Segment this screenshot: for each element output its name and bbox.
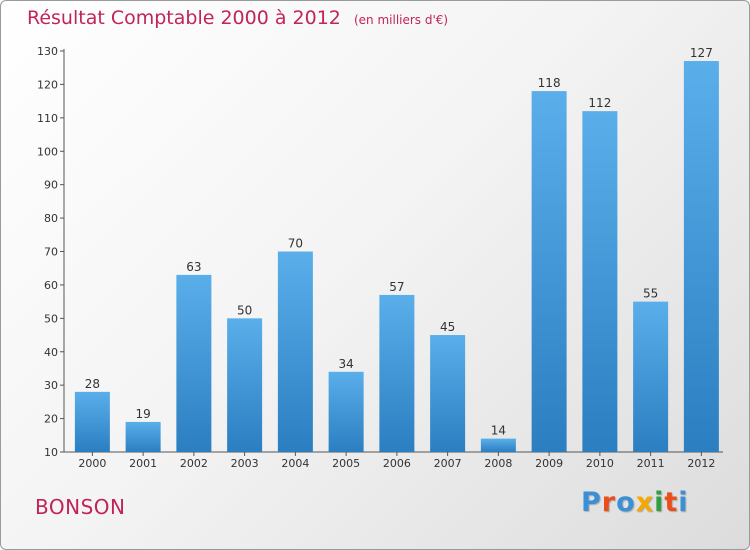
bar-2000[interactable] [74,391,110,452]
y-tick-label: 20 [44,413,58,426]
x-tick-label: 2010 [586,457,614,470]
bar-2005[interactable] [328,371,364,452]
value-label-2007: 45 [440,320,455,334]
bar-2010[interactable] [582,111,618,453]
bar-2001[interactable] [125,421,161,452]
proxiti-logo[interactable]: Proxiti [581,487,689,518]
x-tick-label: 2003 [231,457,259,470]
x-tick-label: 2009 [535,457,563,470]
bar-2012[interactable] [683,61,719,453]
logo-letter: o [616,487,636,518]
x-tick-label: 2001 [129,457,157,470]
bar-2002[interactable] [176,274,212,452]
value-label-2005: 34 [338,357,353,371]
value-label-2001: 19 [135,407,150,421]
bar-2011[interactable] [633,301,669,452]
x-tick-label: 2012 [687,457,715,470]
bar-2008[interactable] [480,438,516,452]
logo-letter: P [581,487,602,518]
x-tick-label: 2005 [332,457,360,470]
logo-letter: x [635,487,655,518]
x-tick-label: 2008 [484,457,512,470]
y-axis: 10 20 30 40 50 60 70 80 90 100 110 120 130 [37,45,65,459]
y-tick-label: 50 [44,312,58,325]
y-tick-label: 40 [44,346,58,359]
value-label-2000: 28 [85,377,100,391]
value-label-2010: 112 [588,96,611,110]
chart-title: Résultat Comptable 2000 à 2012 (en milli… [27,7,448,29]
x-tick-label: 2004 [281,457,309,470]
bar-2009[interactable] [531,91,567,452]
y-tick-label: 100 [37,145,58,158]
value-label-2002: 63 [186,260,201,274]
logo-letter: t [664,487,679,518]
value-label-2006: 57 [389,280,404,294]
y-tick-label: 80 [44,212,58,225]
value-label-2004: 70 [288,237,303,251]
bar-2006[interactable] [379,294,415,452]
bar-2007[interactable] [430,335,466,452]
value-label-2008: 14 [491,424,506,438]
y-tick-label: 130 [37,45,58,58]
chart-title-text: Résultat Comptable 2000 à 2012 [27,7,341,29]
logo-letter: r [601,487,617,518]
value-label-2003: 50 [237,303,252,317]
x-tick-label: 2000 [78,457,106,470]
value-label-2011: 55 [643,287,658,301]
y-tick-label: 110 [37,112,58,125]
y-tick-label: 60 [44,279,58,292]
x-tick-label: 2006 [383,457,411,470]
x-tick-label: 2002 [180,457,208,470]
y-tick-label: 30 [44,379,58,392]
logo-letter: i [654,487,665,518]
value-label-2012: 127 [690,46,713,60]
bar-2004[interactable] [277,251,313,453]
value-label-2009: 118 [538,76,561,90]
bars [74,61,719,453]
logo-letter: i [678,487,689,518]
x-tick-label: 2007 [434,457,462,470]
commune-name: BONSON [35,495,126,519]
value-labels: 28 19 63 50 70 34 57 45 14 118 112 55 127 [85,46,713,438]
bar-2003[interactable] [227,318,263,452]
y-tick-label: 70 [44,246,58,259]
y-tick-label: 120 [37,78,58,91]
y-tick-label: 10 [44,446,58,459]
y-tick-label: 90 [44,179,58,192]
chart-unit-label: (en milliers d'€) [353,13,449,27]
x-tick-label: 2011 [637,457,665,470]
x-axis: 2000 2001 2002 2003 2004 2005 2006 2007 2008 2009… [64,451,723,470]
